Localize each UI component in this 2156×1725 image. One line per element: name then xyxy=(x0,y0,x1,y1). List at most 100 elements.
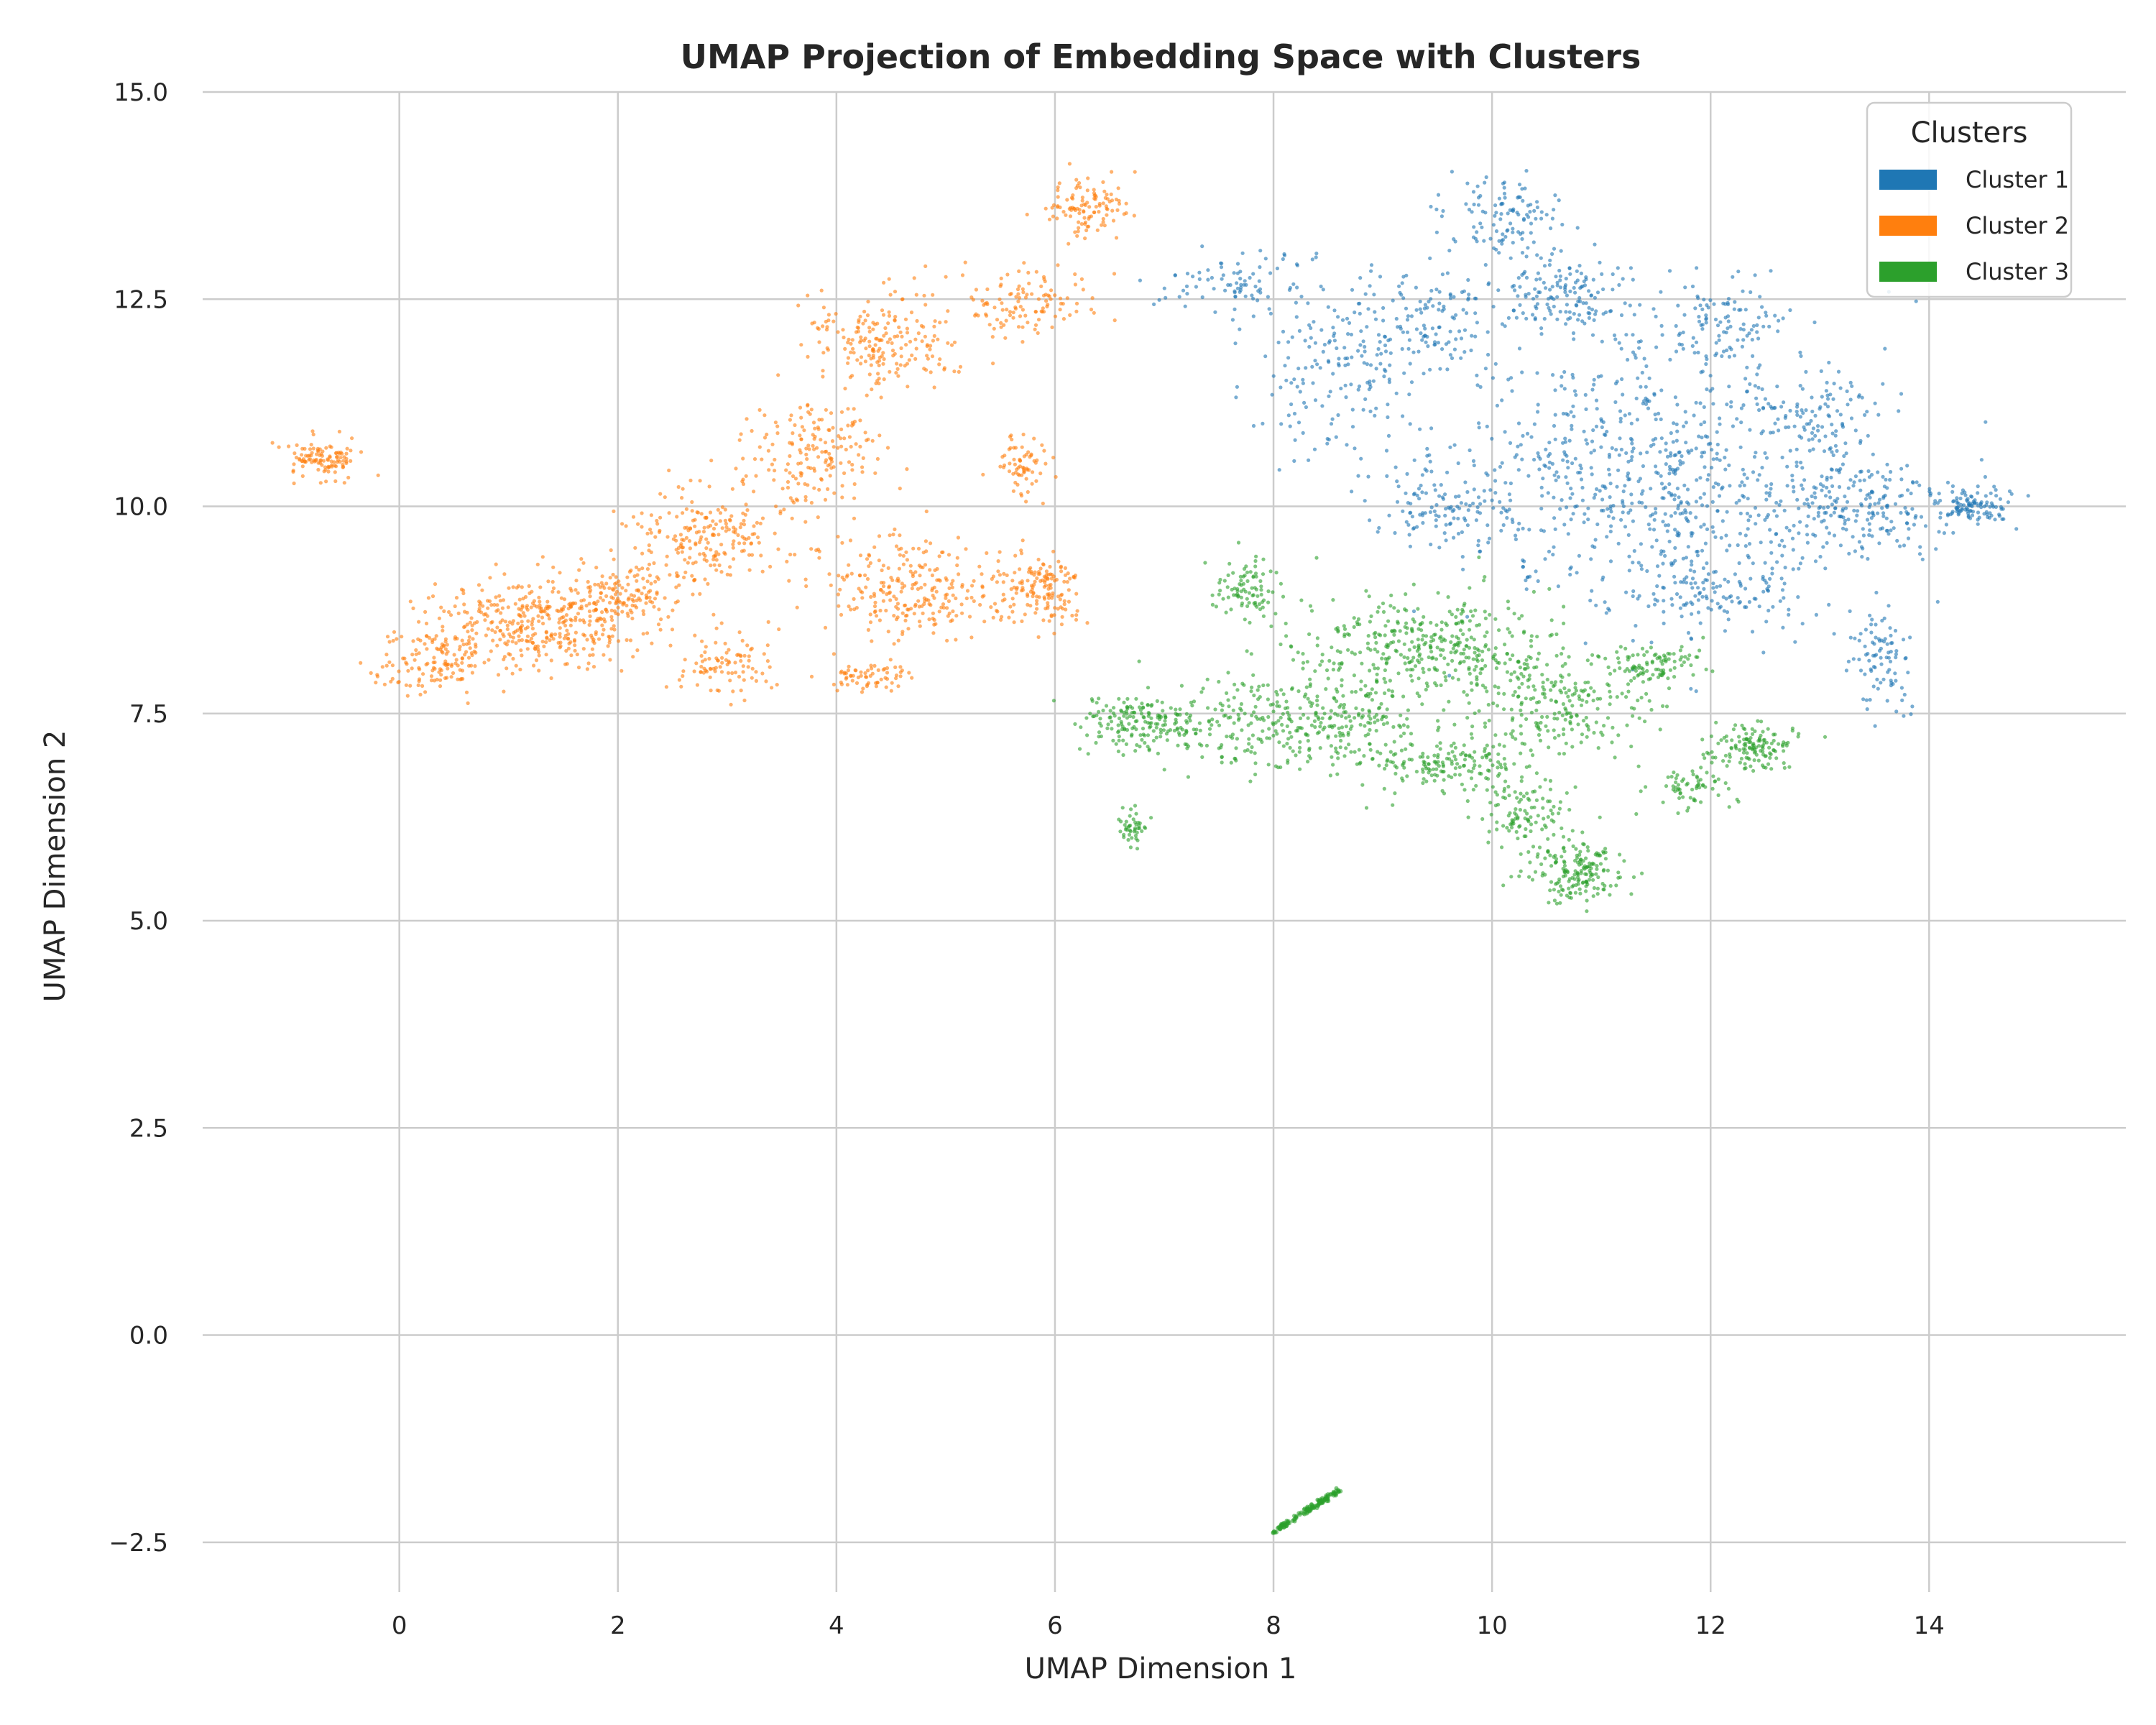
data-point xyxy=(1412,458,1416,462)
data-point xyxy=(770,442,775,446)
data-point xyxy=(1335,346,1339,351)
data-point xyxy=(846,407,850,411)
data-point xyxy=(1738,327,1743,331)
data-point xyxy=(1363,684,1368,688)
data-point xyxy=(502,657,506,662)
data-point xyxy=(1396,639,1401,643)
data-point xyxy=(757,540,761,545)
data-point xyxy=(1419,310,1424,315)
data-point xyxy=(1950,510,1955,514)
data-point xyxy=(1593,295,1597,300)
data-point xyxy=(1220,261,1224,266)
data-point xyxy=(1238,707,1243,711)
data-point xyxy=(899,346,903,351)
data-point xyxy=(1590,439,1595,443)
data-point xyxy=(1720,487,1724,491)
data-point xyxy=(493,630,497,635)
data-point xyxy=(1589,293,1593,298)
data-point xyxy=(1553,413,1557,417)
data-point xyxy=(894,676,898,681)
data-point xyxy=(551,565,556,569)
data-point xyxy=(1444,342,1448,346)
data-point xyxy=(1411,350,1416,354)
data-point xyxy=(1263,257,1268,261)
data-point xyxy=(741,664,745,668)
data-point xyxy=(1524,587,1529,592)
data-point xyxy=(1404,491,1408,495)
data-point xyxy=(742,536,747,540)
data-point xyxy=(1513,288,1517,293)
data-point xyxy=(877,433,882,438)
data-point xyxy=(905,331,910,335)
data-point xyxy=(1468,627,1472,632)
data-point xyxy=(1745,389,1749,394)
data-point xyxy=(910,676,914,680)
data-point xyxy=(1046,604,1050,608)
data-point xyxy=(1723,629,1727,633)
data-point xyxy=(720,661,724,665)
data-point xyxy=(1704,321,1708,325)
data-point xyxy=(1345,632,1350,636)
data-point xyxy=(946,309,950,313)
data-point xyxy=(1653,597,1657,602)
data-point xyxy=(1561,411,1565,416)
data-point xyxy=(1871,684,1876,689)
data-point xyxy=(1407,392,1411,397)
data-point xyxy=(1408,422,1412,426)
data-point xyxy=(804,446,808,451)
data-point xyxy=(1335,649,1340,653)
data-point xyxy=(1462,328,1468,332)
data-point xyxy=(1667,523,1671,528)
data-point xyxy=(1210,717,1215,722)
data-point xyxy=(1658,450,1662,454)
data-point xyxy=(414,652,418,656)
data-point xyxy=(1373,317,1378,321)
data-point xyxy=(1793,640,1797,644)
data-point xyxy=(1312,447,1317,451)
data-point xyxy=(1483,663,1488,668)
data-point xyxy=(1014,295,1018,299)
data-point xyxy=(1505,670,1509,674)
data-point xyxy=(1473,650,1477,655)
data-point xyxy=(1813,533,1818,538)
data-point xyxy=(1759,540,1763,545)
data-point xyxy=(533,647,538,651)
data-point xyxy=(1464,644,1468,648)
data-point xyxy=(1083,236,1087,241)
data-point xyxy=(1795,464,1799,469)
data-point xyxy=(1634,624,1638,628)
data-point xyxy=(1358,343,1363,347)
data-point xyxy=(714,626,719,630)
data-point xyxy=(1869,622,1874,627)
data-point xyxy=(793,423,797,428)
data-point xyxy=(1825,485,1829,490)
data-point xyxy=(1955,501,1959,505)
data-point xyxy=(1570,461,1575,466)
data-point xyxy=(877,558,881,563)
data-point xyxy=(1829,513,1833,518)
data-point xyxy=(716,658,720,663)
data-point xyxy=(706,540,710,545)
data-point xyxy=(573,615,578,620)
data-point xyxy=(1507,507,1511,512)
data-point xyxy=(972,579,976,583)
data-point xyxy=(836,592,840,597)
data-point xyxy=(941,550,945,554)
data-point xyxy=(1621,510,1625,515)
data-point xyxy=(1841,462,1845,466)
data-point xyxy=(1027,281,1031,285)
data-point xyxy=(913,356,918,361)
data-point xyxy=(760,516,765,520)
data-point xyxy=(604,581,609,586)
data-point xyxy=(954,596,958,601)
data-point xyxy=(1022,454,1026,459)
data-point xyxy=(1729,594,1733,599)
data-point xyxy=(1845,389,1849,394)
data-point xyxy=(1368,518,1372,523)
data-point xyxy=(1350,489,1354,494)
data-point xyxy=(1400,346,1404,351)
data-point xyxy=(1456,516,1460,521)
data-point xyxy=(900,586,905,590)
data-point xyxy=(1210,275,1214,280)
data-point xyxy=(1046,601,1050,605)
